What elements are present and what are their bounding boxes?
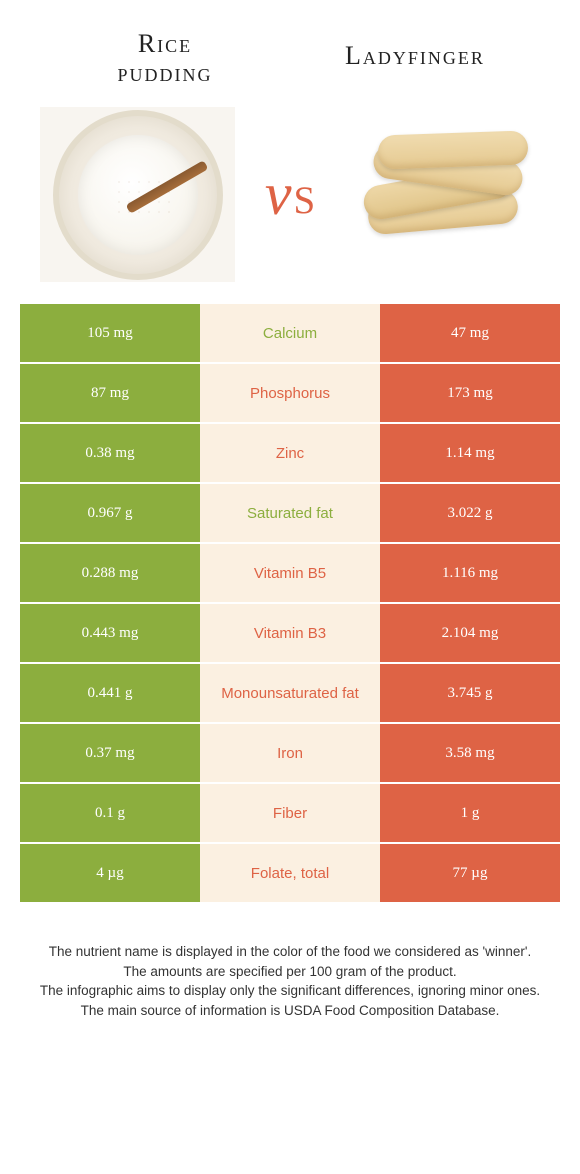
left-value-cell: 0.443 mg bbox=[20, 604, 200, 662]
nutrient-label-cell: Calcium bbox=[200, 304, 380, 362]
left-value-cell: 0.967 g bbox=[20, 484, 200, 542]
nutrient-label-cell: Fiber bbox=[200, 784, 380, 842]
vs-label: vs bbox=[265, 160, 315, 229]
right-value-cell: 77 µg bbox=[380, 844, 560, 902]
table-row: 105 mgCalcium47 mg bbox=[20, 302, 560, 362]
hero-row: vs bbox=[0, 97, 580, 302]
titles-row: Rice pudding Ladyfinger bbox=[0, 0, 580, 97]
table-row: 0.37 mgIron3.58 mg bbox=[20, 722, 560, 782]
right-food-title: Ladyfinger bbox=[290, 30, 540, 87]
right-value-cell: 1 g bbox=[380, 784, 560, 842]
vs-s: s bbox=[293, 163, 315, 227]
table-row: 0.38 mgZinc1.14 mg bbox=[20, 422, 560, 482]
table-row: 0.1 gFiber1 g bbox=[20, 782, 560, 842]
right-value-cell: 3.58 mg bbox=[380, 724, 560, 782]
vs-v: v bbox=[265, 160, 292, 229]
footer-line-2: The amounts are specified per 100 gram o… bbox=[30, 962, 550, 982]
right-value-cell: 173 mg bbox=[380, 364, 560, 422]
footer-notes: The nutrient name is displayed in the co… bbox=[0, 902, 580, 1040]
left-food-title: Rice pudding bbox=[40, 30, 290, 87]
ladyfinger-icon bbox=[353, 125, 533, 265]
left-value-cell: 87 mg bbox=[20, 364, 200, 422]
left-value-cell: 0.37 mg bbox=[20, 724, 200, 782]
table-row: 87 mgPhosphorus173 mg bbox=[20, 362, 560, 422]
right-value-cell: 47 mg bbox=[380, 304, 560, 362]
footer-line-4: The main source of information is USDA F… bbox=[30, 1001, 550, 1021]
right-food-image bbox=[345, 107, 540, 282]
infographic-root: Rice pudding Ladyfinger vs bbox=[0, 0, 580, 1040]
right-value-cell: 2.104 mg bbox=[380, 604, 560, 662]
left-food-image bbox=[40, 107, 235, 282]
table-row: 4 µgFolate, total77 µg bbox=[20, 842, 560, 902]
left-title-line1: Rice bbox=[138, 29, 192, 58]
footer-line-1: The nutrient name is displayed in the co… bbox=[30, 942, 550, 962]
right-value-cell: 1.116 mg bbox=[380, 544, 560, 602]
right-value-cell: 1.14 mg bbox=[380, 424, 560, 482]
nutrient-table: 105 mgCalcium47 mg87 mgPhosphorus173 mg0… bbox=[20, 302, 560, 902]
left-value-cell: 0.441 g bbox=[20, 664, 200, 722]
nutrient-label-cell: Phosphorus bbox=[200, 364, 380, 422]
nutrient-label-cell: Zinc bbox=[200, 424, 380, 482]
nutrient-label-cell: Folate, total bbox=[200, 844, 380, 902]
left-value-cell: 0.38 mg bbox=[20, 424, 200, 482]
nutrient-label-cell: Monounsaturated fat bbox=[200, 664, 380, 722]
left-value-cell: 4 µg bbox=[20, 844, 200, 902]
table-row: 0.441 gMonounsaturated fat3.745 g bbox=[20, 662, 560, 722]
table-row: 0.288 mgVitamin B51.116 mg bbox=[20, 542, 560, 602]
right-value-cell: 3.022 g bbox=[380, 484, 560, 542]
nutrient-label-cell: Saturated fat bbox=[200, 484, 380, 542]
left-value-cell: 0.288 mg bbox=[20, 544, 200, 602]
left-value-cell: 105 mg bbox=[20, 304, 200, 362]
right-value-cell: 3.745 g bbox=[380, 664, 560, 722]
nutrient-label-cell: Vitamin B3 bbox=[200, 604, 380, 662]
nutrient-label-cell: Vitamin B5 bbox=[200, 544, 380, 602]
right-title-text: Ladyfinger bbox=[345, 41, 485, 70]
table-row: 0.967 gSaturated fat3.022 g bbox=[20, 482, 560, 542]
nutrient-label-cell: Iron bbox=[200, 724, 380, 782]
rice-pudding-icon bbox=[53, 110, 223, 280]
footer-line-3: The infographic aims to display only the… bbox=[30, 981, 550, 1001]
left-value-cell: 0.1 g bbox=[20, 784, 200, 842]
left-title-line2: pudding bbox=[118, 58, 213, 87]
table-row: 0.443 mgVitamin B32.104 mg bbox=[20, 602, 560, 662]
